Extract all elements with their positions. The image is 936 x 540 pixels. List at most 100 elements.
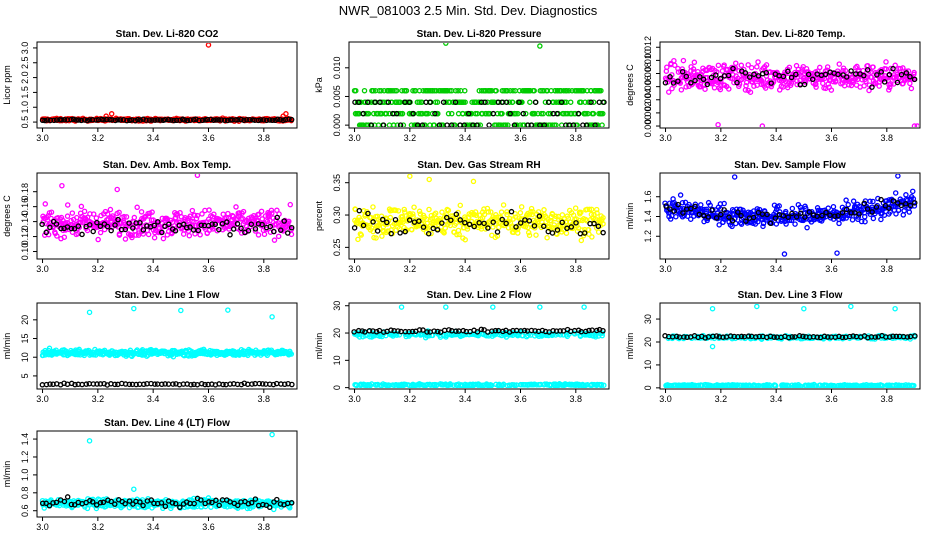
data-point: [252, 226, 259, 232]
data-point: [416, 208, 423, 215]
data-point: [112, 381, 118, 388]
data-point: [434, 227, 441, 233]
x-tick-label: 3.2: [715, 264, 728, 274]
data-point: [233, 204, 239, 210]
data-point: [445, 110, 452, 117]
data-point: [733, 60, 739, 66]
data-point: [760, 223, 766, 230]
data-point: [911, 69, 917, 76]
y-tick-label: 1.0: [20, 469, 30, 482]
data-point: [772, 383, 779, 388]
data-point: [550, 225, 557, 231]
data-point: [227, 117, 234, 123]
data-point: [531, 223, 538, 229]
page-title: NWR_081003 2.5 Min. Std. Dev. Diagnostic…: [339, 3, 598, 18]
data-point: [553, 213, 559, 220]
data-point: [490, 219, 496, 225]
x-tick-label: 3.0: [36, 394, 49, 404]
data-point: [796, 333, 803, 339]
series-all-red: [39, 43, 295, 124]
data-point: [191, 381, 197, 388]
data-point: [748, 64, 755, 71]
data-point: [473, 212, 480, 219]
x-tick-label: 3.8: [258, 522, 271, 532]
y-tick-label: 0.35: [332, 174, 342, 192]
data-point: [198, 222, 205, 228]
data-point: [848, 304, 854, 310]
data-point: [593, 327, 600, 334]
data-point: [138, 209, 145, 215]
data-point: [759, 123, 766, 127]
data-point: [94, 219, 100, 226]
data-point: [383, 99, 390, 105]
data-point: [858, 218, 865, 225]
data-point: [416, 99, 422, 105]
data-point: [126, 220, 132, 226]
data-point: [146, 117, 153, 123]
data-point: [592, 122, 598, 127]
data-point: [378, 87, 384, 94]
data-point: [514, 122, 520, 127]
data-point: [103, 113, 109, 119]
data-point: [845, 201, 851, 208]
data-point: [767, 220, 774, 227]
data-point: [528, 122, 535, 127]
y-tick-label: 10: [20, 352, 30, 362]
data-point: [488, 209, 494, 215]
data-point: [419, 122, 426, 127]
data-point: [241, 117, 247, 124]
data-point: [772, 215, 779, 221]
x-tick-label: 3.6: [825, 394, 838, 404]
data-point: [554, 227, 561, 233]
data-point: [585, 226, 592, 233]
data-point: [280, 228, 286, 234]
data-point: [553, 122, 559, 127]
data-point: [535, 110, 541, 117]
data-point: [856, 211, 862, 217]
data-point: [230, 226, 237, 232]
data-point: [536, 213, 543, 219]
data-point: [523, 110, 529, 117]
data-point: [256, 211, 262, 217]
data-point: [464, 226, 471, 232]
data-point: [867, 198, 873, 205]
data-point: [581, 230, 588, 236]
data-point: [912, 200, 918, 206]
data-point: [130, 225, 136, 231]
data-point: [379, 233, 385, 239]
data-point: [385, 99, 392, 105]
data-point: [420, 224, 427, 230]
y-tick-label: 0.6: [20, 504, 30, 517]
y-axis-label: ml/min: [625, 203, 635, 230]
data-point: [721, 62, 727, 68]
data-point: [426, 176, 432, 183]
y-tick-label: 0.012: [643, 36, 653, 59]
data-point: [881, 79, 888, 85]
data-point: [709, 343, 716, 350]
data-point: [492, 327, 499, 334]
data-point: [773, 206, 780, 213]
data-point: [447, 87, 453, 94]
data-point: [225, 210, 231, 217]
data-point: [436, 122, 443, 127]
data-point: [519, 99, 525, 105]
data-point: [54, 233, 60, 239]
data-point: [193, 215, 200, 222]
data-point: [738, 333, 745, 340]
data-point: [554, 231, 560, 237]
data-point: [287, 201, 294, 208]
data-point: [115, 216, 121, 223]
x-tick-label: 3.2: [404, 394, 417, 404]
data-point: [599, 332, 605, 339]
x-tick-label: 3.4: [147, 133, 160, 143]
data-point: [533, 232, 539, 238]
data-point: [255, 117, 262, 124]
data-point: [434, 328, 441, 335]
x-tick-label: 3.6: [202, 522, 215, 532]
data-point: [842, 67, 849, 74]
data-point: [518, 204, 525, 210]
data-point: [593, 206, 600, 213]
data-point: [208, 116, 214, 123]
data-point: [149, 117, 155, 123]
